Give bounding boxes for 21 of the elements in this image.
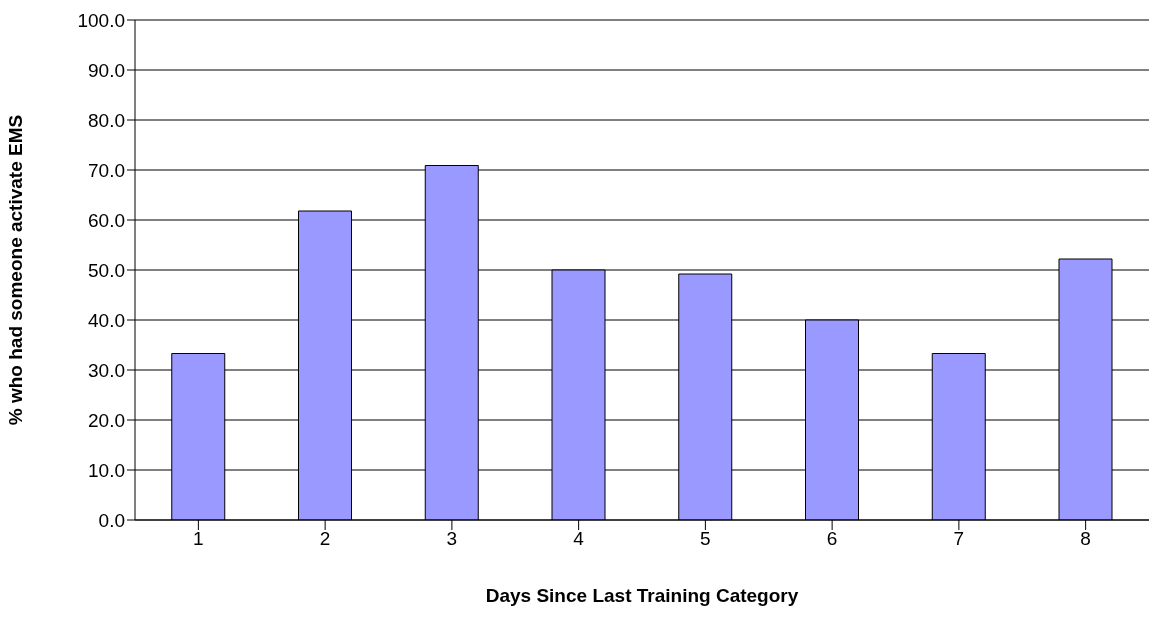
y-tick-label: 60.0 [88, 209, 125, 231]
y-tick-label: 50.0 [88, 259, 125, 281]
y-axis-title: % who had someone activate EMS [4, 114, 26, 426]
x-tick-label: 7 [953, 528, 965, 550]
x-axis-title: Days Since Last Training Category [485, 585, 799, 606]
x-tick-label: 4 [573, 528, 585, 550]
y-tick-label: 70.0 [88, 159, 125, 181]
y-tick-label: 30.0 [88, 359, 125, 381]
x-tick-label: 5 [700, 528, 711, 550]
y-tick-label: 80.0 [88, 109, 125, 131]
y-tick-label: 40.0 [88, 309, 125, 331]
x-tick-label: 2 [319, 528, 331, 550]
x-tick-label: 1 [193, 528, 204, 550]
y-tick-label: 100.0 [77, 9, 125, 31]
y-tick-label: 20.0 [88, 409, 125, 431]
y-tick-label: 0.0 [98, 509, 125, 531]
x-tick-label: 3 [446, 528, 458, 550]
y-tick-label: 10.0 [88, 459, 125, 481]
x-tick-label: 8 [1080, 528, 1091, 550]
x-tick-label: 6 [826, 528, 838, 550]
y-tick-label: 90.0 [88, 59, 125, 81]
